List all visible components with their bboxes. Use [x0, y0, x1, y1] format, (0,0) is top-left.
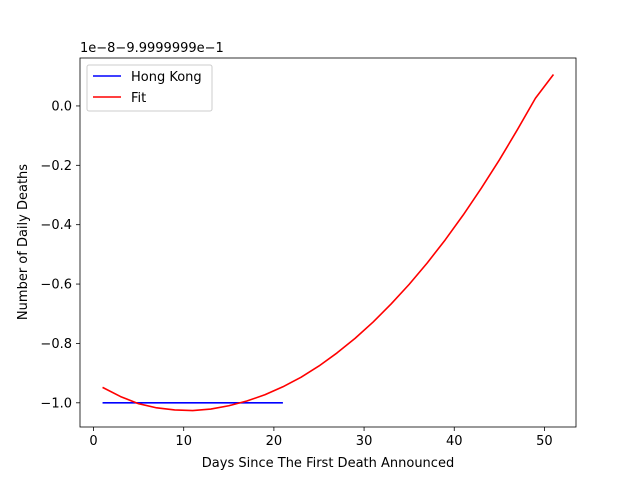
series-line-fit	[102, 73, 555, 412]
y-tick-label: 0.0	[51, 99, 72, 114]
x-tick-label: 20	[266, 434, 283, 449]
y-tick-label: −0.4	[40, 218, 72, 233]
series-layer	[102, 73, 555, 412]
y-axis-ticks: 0.0 −0.2 −0.4 −0.6 −0.8 −1.0	[40, 99, 80, 411]
y-tick-label: −0.2	[40, 159, 72, 174]
x-tick-label: 40	[446, 434, 463, 449]
x-tick-label: 50	[536, 434, 553, 449]
x-tick-label: 10	[175, 434, 192, 449]
legend-label-hong-kong: Hong Kong	[131, 70, 202, 85]
y-tick-label: −0.8	[40, 337, 72, 352]
y-axis-label: Number of Daily Deaths	[16, 164, 31, 320]
plot-area	[80, 58, 576, 427]
legend: Hong Kong Fit	[86, 64, 213, 112]
y-tick-label: −0.6	[40, 278, 72, 293]
x-axis-label: Days Since The First Death Announced	[202, 456, 454, 471]
plot-frame	[79, 57, 577, 428]
x-tick-label: 0	[89, 434, 97, 449]
legend-label-fit: Fit	[131, 91, 146, 106]
x-axis-ticks: 0 10 20 30 40 50	[89, 427, 553, 449]
x-tick-label: 30	[356, 434, 373, 449]
y-axis-offset-label: 1e−8−9.9999999e−1	[80, 41, 224, 56]
y-tick-label: −1.0	[40, 396, 72, 411]
